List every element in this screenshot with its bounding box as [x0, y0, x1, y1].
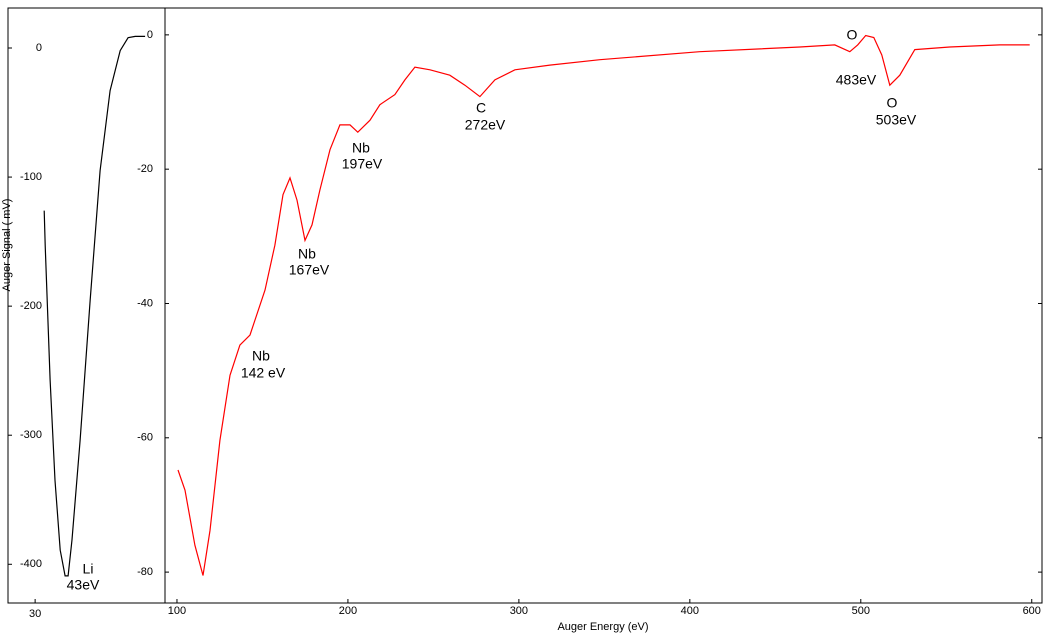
y-tick-label: -40: [137, 297, 153, 309]
peak-annotation: Li: [83, 561, 94, 577]
frame: [7, 7, 1043, 604]
peak-annotation: 142 eV: [241, 365, 286, 381]
peak-annotation: C: [476, 100, 486, 116]
peak-annotation: Nb: [352, 140, 370, 156]
peak-annotation: O: [887, 95, 898, 111]
peak-annotation: 483eV: [836, 72, 877, 88]
data-line: [177, 34, 1030, 576]
y-tick-label: -100: [20, 171, 42, 183]
peak-annotation: Nb: [298, 246, 316, 262]
peak-annotation: 272eV: [465, 117, 506, 133]
y-axis-label: Auger Signal ( mV): [1, 199, 13, 292]
y-tick-label: -200: [20, 300, 42, 312]
y-tick-label: 0: [36, 42, 42, 54]
y-tick-label: -300: [20, 429, 42, 441]
x-tick-label: 600: [1023, 605, 1041, 617]
y-tick-label: -60: [137, 432, 153, 444]
x-tick-label: 100: [168, 605, 186, 617]
peak-annotation: Nb: [252, 348, 270, 364]
peak-annotation: 503eV: [876, 112, 917, 128]
y-tick-label: 0: [147, 29, 153, 41]
x-axis-label: Auger Energy (eV): [557, 621, 648, 633]
data-line: [43, 35, 146, 577]
x-tick-label: 500: [852, 605, 870, 617]
peak-annotation: O: [847, 27, 858, 43]
peak-annotation: 197eV: [342, 156, 383, 172]
peak-annotation: 167eV: [289, 262, 330, 278]
x-tick-label: 200: [339, 605, 357, 617]
y-tick-label: -400: [20, 558, 42, 570]
x-tick-label: 30: [29, 608, 41, 620]
x-tick-label: 300: [510, 605, 528, 617]
y-tick-label: -20: [137, 163, 153, 175]
y-tick-label: -80: [137, 566, 153, 578]
peak-annotation: 43eV: [67, 577, 100, 593]
x-tick-label: 400: [681, 605, 699, 617]
